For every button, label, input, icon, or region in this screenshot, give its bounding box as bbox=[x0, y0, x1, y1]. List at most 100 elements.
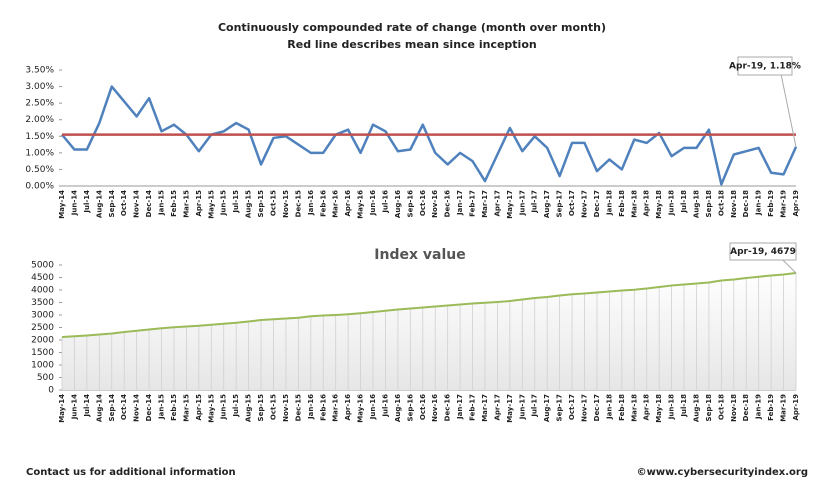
x-tick-label: Nov-18 bbox=[730, 190, 738, 218]
x-tick-label: Dec-18 bbox=[742, 394, 750, 421]
x-tick-label: Oct-17 bbox=[568, 190, 576, 216]
x-tick-label: Sep-15 bbox=[257, 394, 265, 422]
x-tick-label: Jun-17 bbox=[518, 394, 526, 420]
x-tick-label: Oct-14 bbox=[120, 190, 128, 216]
y-tick-label: 0 bbox=[48, 386, 54, 396]
x-tick-label: Mar-18 bbox=[630, 190, 638, 218]
x-tick-label: Jan-16 bbox=[307, 190, 315, 216]
x-tick-label: Mar-16 bbox=[332, 394, 340, 422]
x-tick-label: Feb-15 bbox=[170, 190, 178, 217]
x-tick-label: Mar-17 bbox=[481, 190, 489, 218]
x-tick-label: Feb-18 bbox=[618, 190, 626, 217]
x-tick-label: Mar-15 bbox=[182, 394, 190, 422]
x-tick-label: Jun-18 bbox=[668, 394, 676, 420]
x-tick-label: Apr-17 bbox=[493, 394, 501, 421]
x-tick-label: Apr-16 bbox=[344, 394, 352, 421]
x-tick-label: Oct-16 bbox=[419, 394, 427, 420]
y-tick-label: 1.50% bbox=[25, 132, 54, 142]
annotation-leader bbox=[780, 74, 797, 147]
x-tick-label: Feb-15 bbox=[170, 394, 178, 421]
x-tick-label: Aug-17 bbox=[543, 394, 551, 422]
x-tick-label: Dec-17 bbox=[593, 394, 601, 421]
x-tick-label: May-17 bbox=[506, 190, 514, 219]
x-tick-label: Sep-14 bbox=[108, 190, 116, 218]
y-tick-label: 1000 bbox=[31, 361, 54, 371]
x-tick-label: Sep-15 bbox=[257, 190, 265, 218]
x-tick-label: Apr-16 bbox=[344, 190, 352, 217]
x-tick-label: Sep-16 bbox=[406, 190, 414, 218]
x-tick-label: May-18 bbox=[655, 394, 663, 423]
x-tick-label: Nov-16 bbox=[431, 190, 439, 218]
x-tick-label: Apr-15 bbox=[195, 394, 203, 421]
x-tick-label: Jul-14 bbox=[83, 394, 91, 418]
x-tick-label: Jun-14 bbox=[70, 394, 78, 420]
x-tick-label: Aug-17 bbox=[543, 190, 551, 218]
x-tick-label: Aug-16 bbox=[394, 190, 402, 218]
x-tick-label: May-17 bbox=[506, 394, 514, 423]
annotation-box bbox=[729, 242, 797, 261]
x-tick-label: Jul-17 bbox=[531, 190, 539, 214]
x-tick-label: May-18 bbox=[655, 190, 663, 219]
x-tick-label: Mar-19 bbox=[780, 394, 788, 422]
x-tick-label: Mar-16 bbox=[332, 190, 340, 218]
x-tick-label: Jan-18 bbox=[605, 190, 613, 216]
x-tick-label: Dec-16 bbox=[444, 394, 452, 421]
x-tick-label: Dec-14 bbox=[145, 394, 153, 421]
x-tick-label: Feb-16 bbox=[319, 394, 327, 421]
y-tick-label: 0.00% bbox=[25, 182, 54, 192]
x-tick-label: May-16 bbox=[357, 394, 365, 423]
x-tick-label: Feb-19 bbox=[767, 394, 775, 421]
x-tick-label: Nov-14 bbox=[133, 394, 141, 422]
x-tick-label: Aug-14 bbox=[95, 190, 103, 218]
x-tick-label: Feb-16 bbox=[319, 190, 327, 217]
footer-contact[interactable]: Contact us for additional information bbox=[26, 467, 236, 478]
y-tick-label: 3.00% bbox=[25, 82, 54, 92]
x-tick-label: Jul-16 bbox=[381, 394, 389, 418]
x-tick-label: May-14 bbox=[58, 190, 66, 219]
x-tick-label: Apr-19 bbox=[792, 394, 800, 421]
x-tick-label: Nov-16 bbox=[431, 394, 439, 422]
x-tick-label: Oct-18 bbox=[717, 190, 725, 216]
annotation: Apr-19, 4679 bbox=[730, 247, 796, 257]
x-tick-label: Jan-17 bbox=[456, 190, 464, 216]
x-tick-label: Mar-19 bbox=[780, 190, 788, 218]
x-tick-label: May-15 bbox=[207, 190, 215, 219]
x-tick-label: Sep-14 bbox=[108, 394, 116, 422]
x-tick-label: Jun-14 bbox=[70, 190, 78, 216]
x-tick-label: Dec-14 bbox=[145, 190, 153, 217]
footer-copyright[interactable]: ©www.cybersecurityindex.org bbox=[637, 467, 808, 478]
y-tick-label: 0.50% bbox=[25, 165, 54, 175]
y-tick-label: 1.00% bbox=[25, 148, 54, 158]
y-tick-label: 4500 bbox=[31, 273, 54, 283]
x-tick-label: Nov-17 bbox=[581, 190, 589, 218]
x-tick-label: Nov-14 bbox=[133, 190, 141, 218]
x-tick-label: Oct-15 bbox=[269, 190, 277, 216]
y-tick-label: 4000 bbox=[31, 286, 54, 296]
annotation-box bbox=[737, 56, 793, 76]
x-tick-label: Dec-15 bbox=[294, 190, 302, 217]
x-tick-label: Sep-17 bbox=[556, 394, 564, 422]
x-tick-label: Oct-16 bbox=[419, 190, 427, 216]
x-tick-label: May-15 bbox=[207, 394, 215, 423]
y-tick-label: 500 bbox=[37, 373, 54, 383]
y-tick-label: 2000 bbox=[31, 336, 54, 346]
y-tick-label: 3.50% bbox=[25, 66, 54, 76]
x-tick-label: Jul-15 bbox=[232, 394, 240, 418]
x-tick-label: Jan-19 bbox=[755, 394, 763, 420]
x-tick-label: Sep-17 bbox=[556, 190, 564, 218]
x-tick-label: Apr-18 bbox=[643, 190, 651, 217]
x-tick-label: Jun-18 bbox=[668, 190, 676, 216]
x-tick-label: Oct-14 bbox=[120, 394, 128, 420]
y-tick-label: 3500 bbox=[31, 298, 54, 308]
x-tick-label: Aug-15 bbox=[245, 190, 253, 218]
data-line bbox=[61, 272, 797, 338]
x-tick-label: Aug-15 bbox=[245, 394, 253, 422]
x-tick-label: Oct-18 bbox=[717, 394, 725, 420]
x-tick-label: Feb-17 bbox=[469, 190, 477, 217]
x-tick-label: Jul-14 bbox=[83, 190, 91, 214]
x-tick-label: May-16 bbox=[357, 190, 365, 219]
x-tick-label: Dec-15 bbox=[294, 394, 302, 421]
x-tick-label: Jun-16 bbox=[369, 190, 377, 216]
x-tick-label: Jun-17 bbox=[518, 190, 526, 216]
x-tick-label: Aug-18 bbox=[692, 394, 700, 422]
